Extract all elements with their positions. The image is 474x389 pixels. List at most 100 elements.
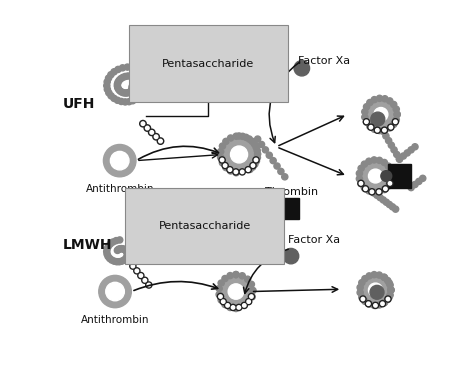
Circle shape <box>357 289 363 296</box>
Circle shape <box>115 247 121 253</box>
Circle shape <box>243 134 249 140</box>
Circle shape <box>408 184 414 191</box>
Circle shape <box>376 189 383 195</box>
Circle shape <box>371 190 377 196</box>
Circle shape <box>142 277 148 283</box>
Circle shape <box>370 190 374 193</box>
Circle shape <box>147 283 151 287</box>
Circle shape <box>368 169 383 183</box>
Circle shape <box>258 141 264 147</box>
Circle shape <box>388 287 394 293</box>
Circle shape <box>364 103 370 110</box>
Circle shape <box>359 294 365 300</box>
Circle shape <box>113 238 119 244</box>
Circle shape <box>388 168 394 174</box>
Circle shape <box>114 259 120 265</box>
Circle shape <box>239 133 246 139</box>
Circle shape <box>379 301 385 307</box>
Circle shape <box>416 178 422 184</box>
Circle shape <box>136 94 142 100</box>
Circle shape <box>360 296 366 302</box>
Circle shape <box>118 75 124 82</box>
Circle shape <box>118 258 125 264</box>
Circle shape <box>387 125 393 131</box>
Circle shape <box>371 302 377 308</box>
Circle shape <box>394 151 400 158</box>
Circle shape <box>374 192 380 198</box>
Circle shape <box>391 102 397 108</box>
Circle shape <box>117 237 123 243</box>
Circle shape <box>367 302 370 305</box>
Circle shape <box>134 268 140 274</box>
Circle shape <box>400 153 406 159</box>
Circle shape <box>105 243 111 249</box>
Circle shape <box>382 300 388 305</box>
Circle shape <box>133 75 139 81</box>
Circle shape <box>228 135 234 141</box>
Circle shape <box>233 169 239 175</box>
Circle shape <box>114 83 120 89</box>
Circle shape <box>104 79 110 85</box>
Circle shape <box>124 253 130 259</box>
Circle shape <box>381 159 387 166</box>
Circle shape <box>106 90 112 96</box>
Circle shape <box>110 239 116 245</box>
Circle shape <box>218 149 224 155</box>
Circle shape <box>365 301 372 307</box>
Circle shape <box>123 254 130 261</box>
Circle shape <box>222 278 250 305</box>
Circle shape <box>226 304 229 307</box>
Circle shape <box>358 180 364 186</box>
Circle shape <box>116 246 122 252</box>
Circle shape <box>362 298 368 305</box>
Circle shape <box>143 279 146 282</box>
Circle shape <box>219 157 225 163</box>
Circle shape <box>136 76 142 82</box>
Circle shape <box>107 241 113 247</box>
Circle shape <box>387 98 393 104</box>
Circle shape <box>237 306 241 309</box>
Circle shape <box>120 89 126 96</box>
Circle shape <box>391 121 397 128</box>
Circle shape <box>282 174 288 180</box>
Circle shape <box>129 98 136 104</box>
Circle shape <box>358 165 364 172</box>
Circle shape <box>361 185 367 191</box>
Circle shape <box>219 160 226 166</box>
Circle shape <box>234 170 237 173</box>
Circle shape <box>227 273 233 279</box>
Circle shape <box>129 84 136 91</box>
Circle shape <box>218 293 224 300</box>
Circle shape <box>240 170 244 173</box>
Circle shape <box>123 90 129 96</box>
Circle shape <box>249 138 255 144</box>
Circle shape <box>380 128 386 135</box>
Circle shape <box>253 158 260 164</box>
Circle shape <box>126 89 132 95</box>
Circle shape <box>247 166 253 172</box>
Circle shape <box>268 204 278 213</box>
Circle shape <box>123 248 129 254</box>
Circle shape <box>376 272 383 278</box>
Circle shape <box>155 135 158 138</box>
Circle shape <box>393 117 400 123</box>
Circle shape <box>371 157 377 163</box>
Circle shape <box>228 168 234 174</box>
Circle shape <box>396 156 402 162</box>
Circle shape <box>246 298 252 305</box>
Circle shape <box>367 123 373 130</box>
Circle shape <box>364 119 370 125</box>
Circle shape <box>366 273 372 279</box>
Circle shape <box>254 158 258 162</box>
Circle shape <box>388 287 394 293</box>
Circle shape <box>230 304 236 310</box>
Circle shape <box>223 164 227 167</box>
Circle shape <box>153 133 159 140</box>
Circle shape <box>388 287 394 293</box>
Circle shape <box>144 125 151 131</box>
Circle shape <box>377 194 383 201</box>
Circle shape <box>357 284 363 291</box>
Circle shape <box>249 294 255 300</box>
Circle shape <box>108 72 114 78</box>
Circle shape <box>135 269 138 273</box>
